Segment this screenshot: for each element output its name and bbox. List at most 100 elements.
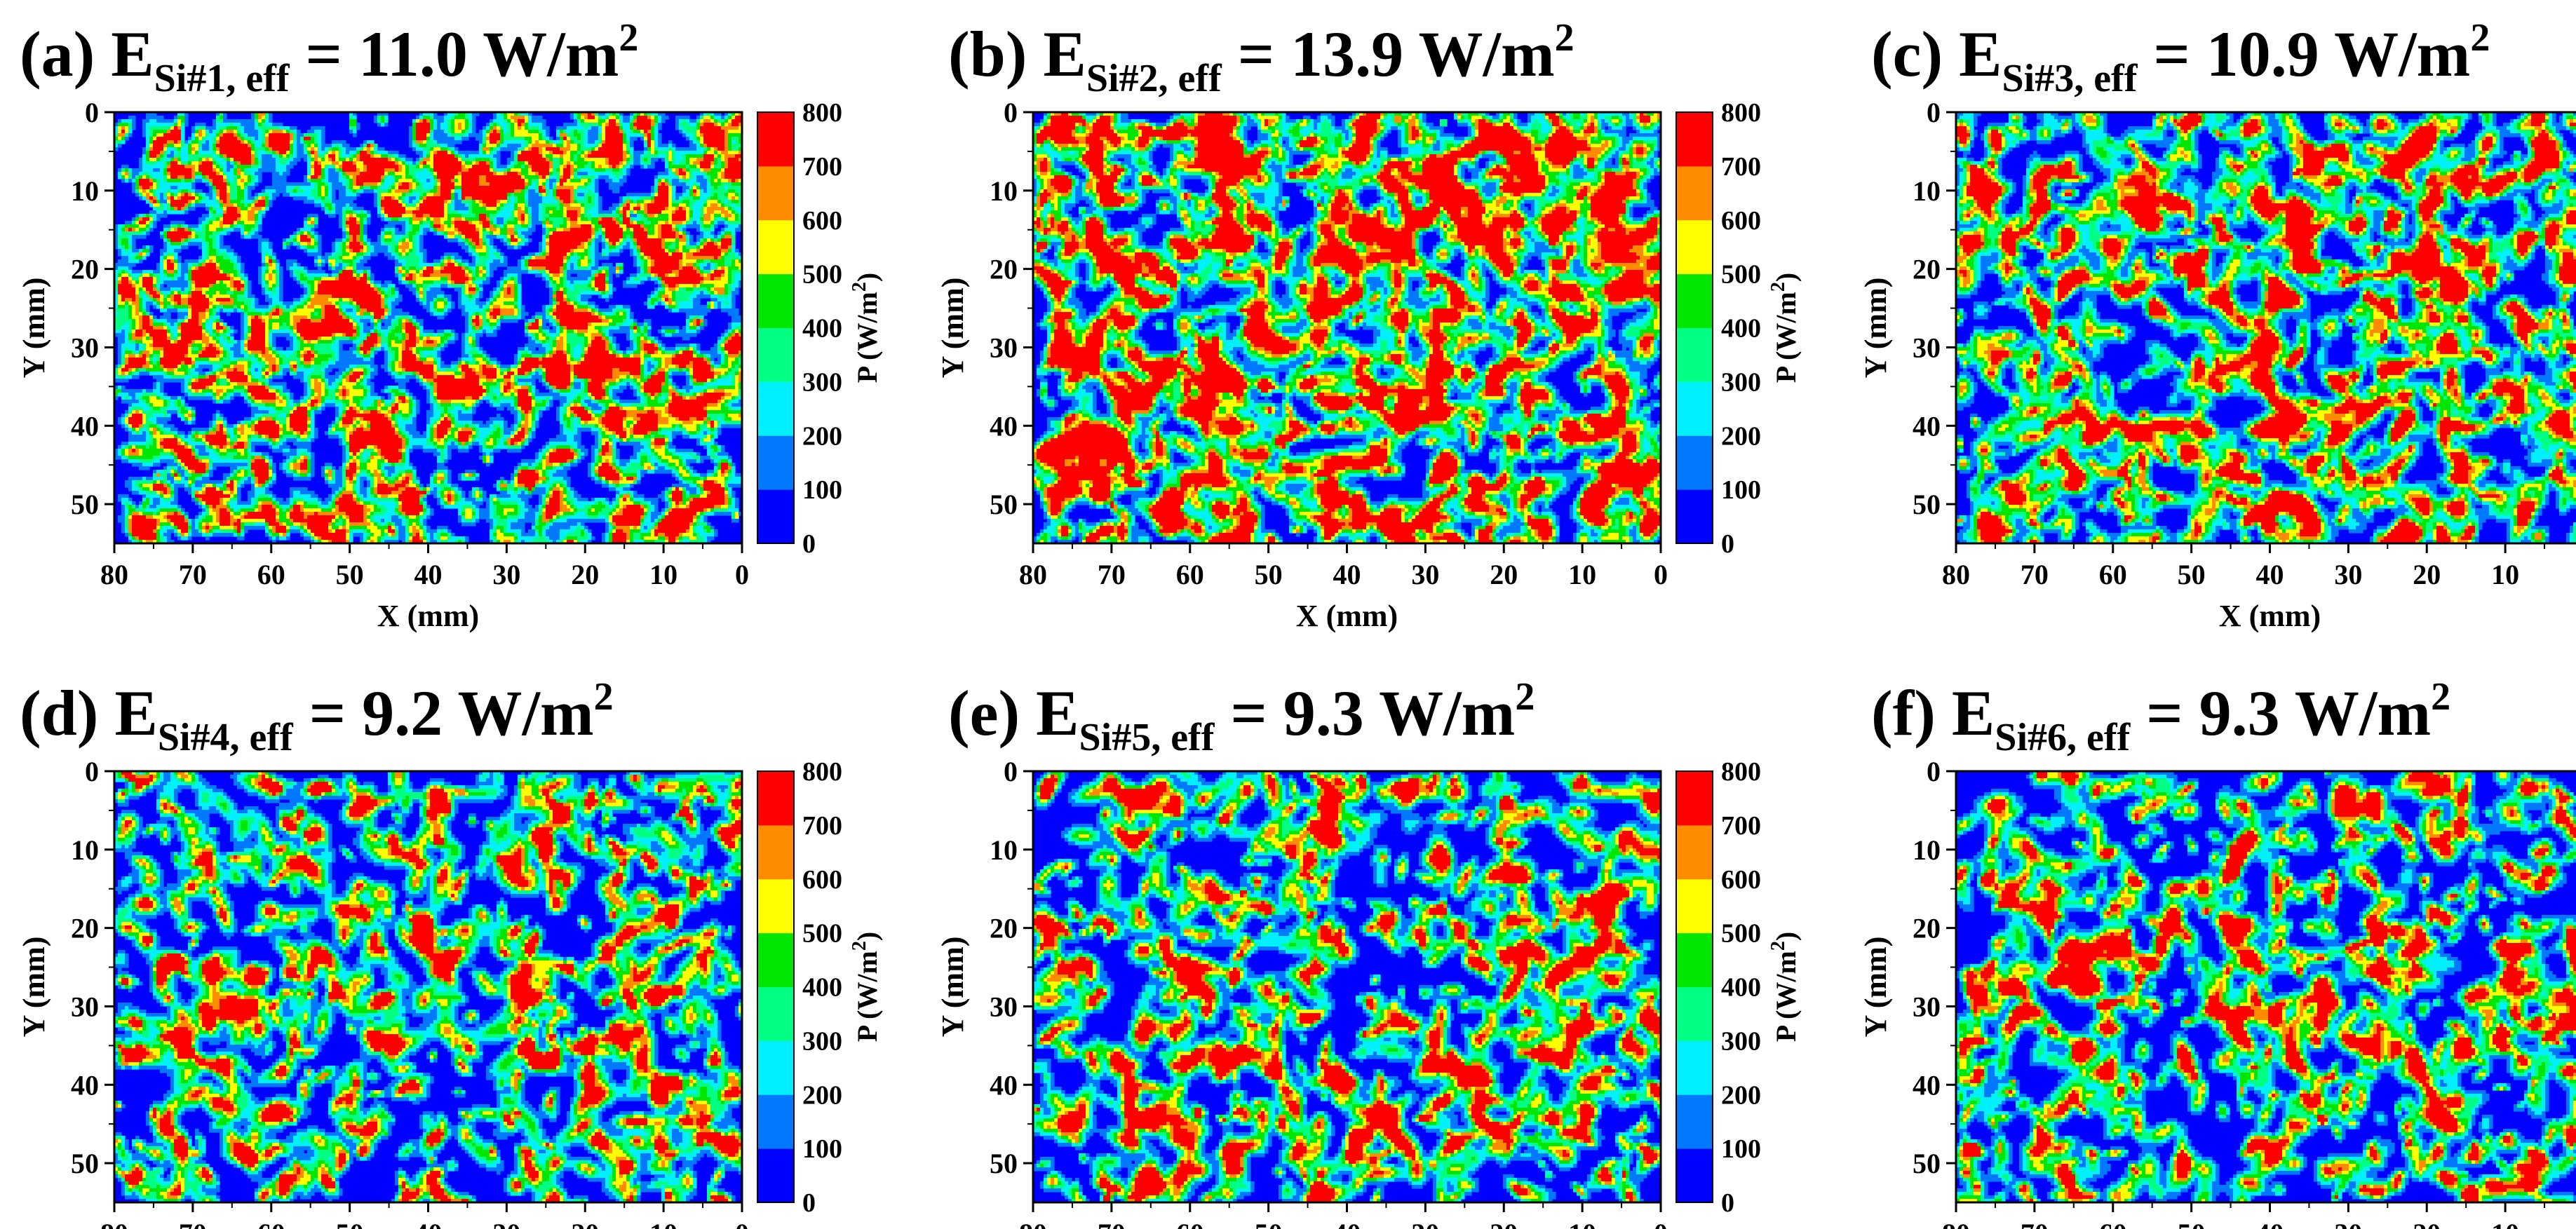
heatmap-cell [532, 116, 543, 120]
heatmap-field [114, 112, 743, 544]
heatmap-cell [170, 130, 182, 134]
heatmap-cell [472, 116, 476, 120]
heatmap-cell [198, 126, 206, 130]
heatmap-cell [633, 116, 638, 120]
heatmap-cell [419, 119, 424, 123]
heatmap-cell [465, 119, 469, 123]
heatmap-cell [451, 123, 455, 127]
heatmap-cell [454, 130, 462, 134]
heatmap-cell [195, 126, 199, 130]
heatmap-cell [588, 116, 595, 120]
heatmap-cell [430, 123, 434, 127]
heatmap-cell [700, 123, 704, 127]
heatmap-cell [195, 130, 199, 134]
heatmap-cell [514, 123, 518, 127]
heatmap-cell [213, 130, 217, 134]
heatmap-cell [616, 119, 620, 123]
heatmap-cell [602, 116, 606, 120]
heatmap-cell [461, 123, 466, 127]
heatmap-cell [255, 126, 259, 130]
heatmap-cell [623, 126, 630, 130]
heatmap-cell [430, 130, 434, 134]
heatmap-cell [588, 126, 592, 130]
heatmap-cell [577, 123, 581, 127]
heatmap-cell [493, 123, 497, 127]
heatmap-cell [142, 130, 147, 134]
heatmap-cell [472, 130, 476, 134]
heatmap-cell [714, 116, 722, 120]
heatmap-cell [177, 116, 185, 120]
heatmap-cell [584, 130, 588, 134]
heatmap-cell [714, 119, 718, 123]
heatmap-cell [570, 130, 574, 134]
heatmap-cell [209, 130, 213, 134]
heatmap-cell [244, 126, 255, 130]
heatmap-cell [658, 123, 662, 127]
heatmap-cell [630, 119, 634, 123]
heatmap-cell [588, 130, 599, 134]
heatmap-cell [689, 123, 697, 127]
heatmap-cell [468, 126, 473, 130]
heatmap-cell [728, 116, 732, 120]
heatmap-cell [728, 130, 743, 134]
heatmap-cell [465, 123, 469, 127]
heatmap-cell [581, 119, 585, 123]
heatmap-cell [675, 116, 690, 120]
heatmap-cell [128, 123, 133, 127]
heatmap-cell [430, 126, 434, 130]
heatmap-cell [598, 126, 602, 130]
heatmap-cell [584, 116, 588, 120]
heatmap-cell [146, 133, 150, 137]
heatmap-cell [640, 130, 645, 134]
heatmap-cell [700, 126, 722, 130]
heatmap-cell [651, 123, 655, 127]
heatmap-cell [567, 130, 571, 134]
heatmap-cell [146, 130, 150, 134]
heatmap-cell [609, 116, 616, 120]
heatmap-cell [174, 119, 178, 123]
heatmap-cell [297, 130, 301, 134]
heatmap-cell [132, 119, 136, 123]
heatmap-cell [444, 119, 448, 123]
heatmap-cell [184, 116, 189, 120]
heatmap-cell [153, 130, 168, 134]
heatmap-cell [717, 119, 725, 123]
heatmap-cell [630, 126, 634, 130]
heatmap-cell [412, 130, 417, 134]
heatmap-cell [181, 123, 185, 127]
heatmap-cell [258, 119, 262, 123]
heatmap-cell [703, 119, 711, 123]
heatmap-cell [184, 123, 189, 127]
heatmap-cell [384, 119, 389, 123]
heatmap-cell [511, 119, 515, 123]
heatmap-cell [490, 119, 494, 123]
heatmap-cell [381, 116, 385, 120]
heatmap-cell [149, 119, 157, 123]
heatmap-cell [234, 123, 241, 127]
heatmap-cell [216, 126, 220, 130]
heatmap-cell [483, 130, 487, 134]
heatmap-cell [472, 126, 476, 130]
heatmap-cell [409, 126, 413, 130]
heatmap-cell [654, 116, 659, 120]
heatmap-cell [500, 126, 504, 130]
heatmap-cell [504, 130, 508, 134]
heatmap-cell [118, 133, 126, 137]
heatmap-cell [679, 123, 690, 127]
heatmap-cell [409, 130, 413, 134]
heatmap-cell [654, 119, 659, 123]
heatmap-cell [598, 119, 606, 123]
heatmap-cell [591, 126, 599, 130]
heatmap-cell [146, 123, 175, 127]
heatmap-cell [542, 126, 550, 130]
heatmap-cell [584, 119, 599, 123]
heatmap-cell [290, 126, 297, 130]
heatmap-cell [454, 116, 466, 120]
heatmap-cell [423, 119, 427, 123]
heatmap-cell [724, 119, 729, 123]
heatmap-cell [556, 130, 560, 134]
heatmap-cell [223, 116, 227, 120]
figure-canvas: (a) ESi#1, eff = 11.0 W/m280 70 60 50 40 30 20… [0, 0, 2576, 1229]
heatmap-cell [430, 119, 434, 123]
heatmap-cell [532, 119, 546, 123]
